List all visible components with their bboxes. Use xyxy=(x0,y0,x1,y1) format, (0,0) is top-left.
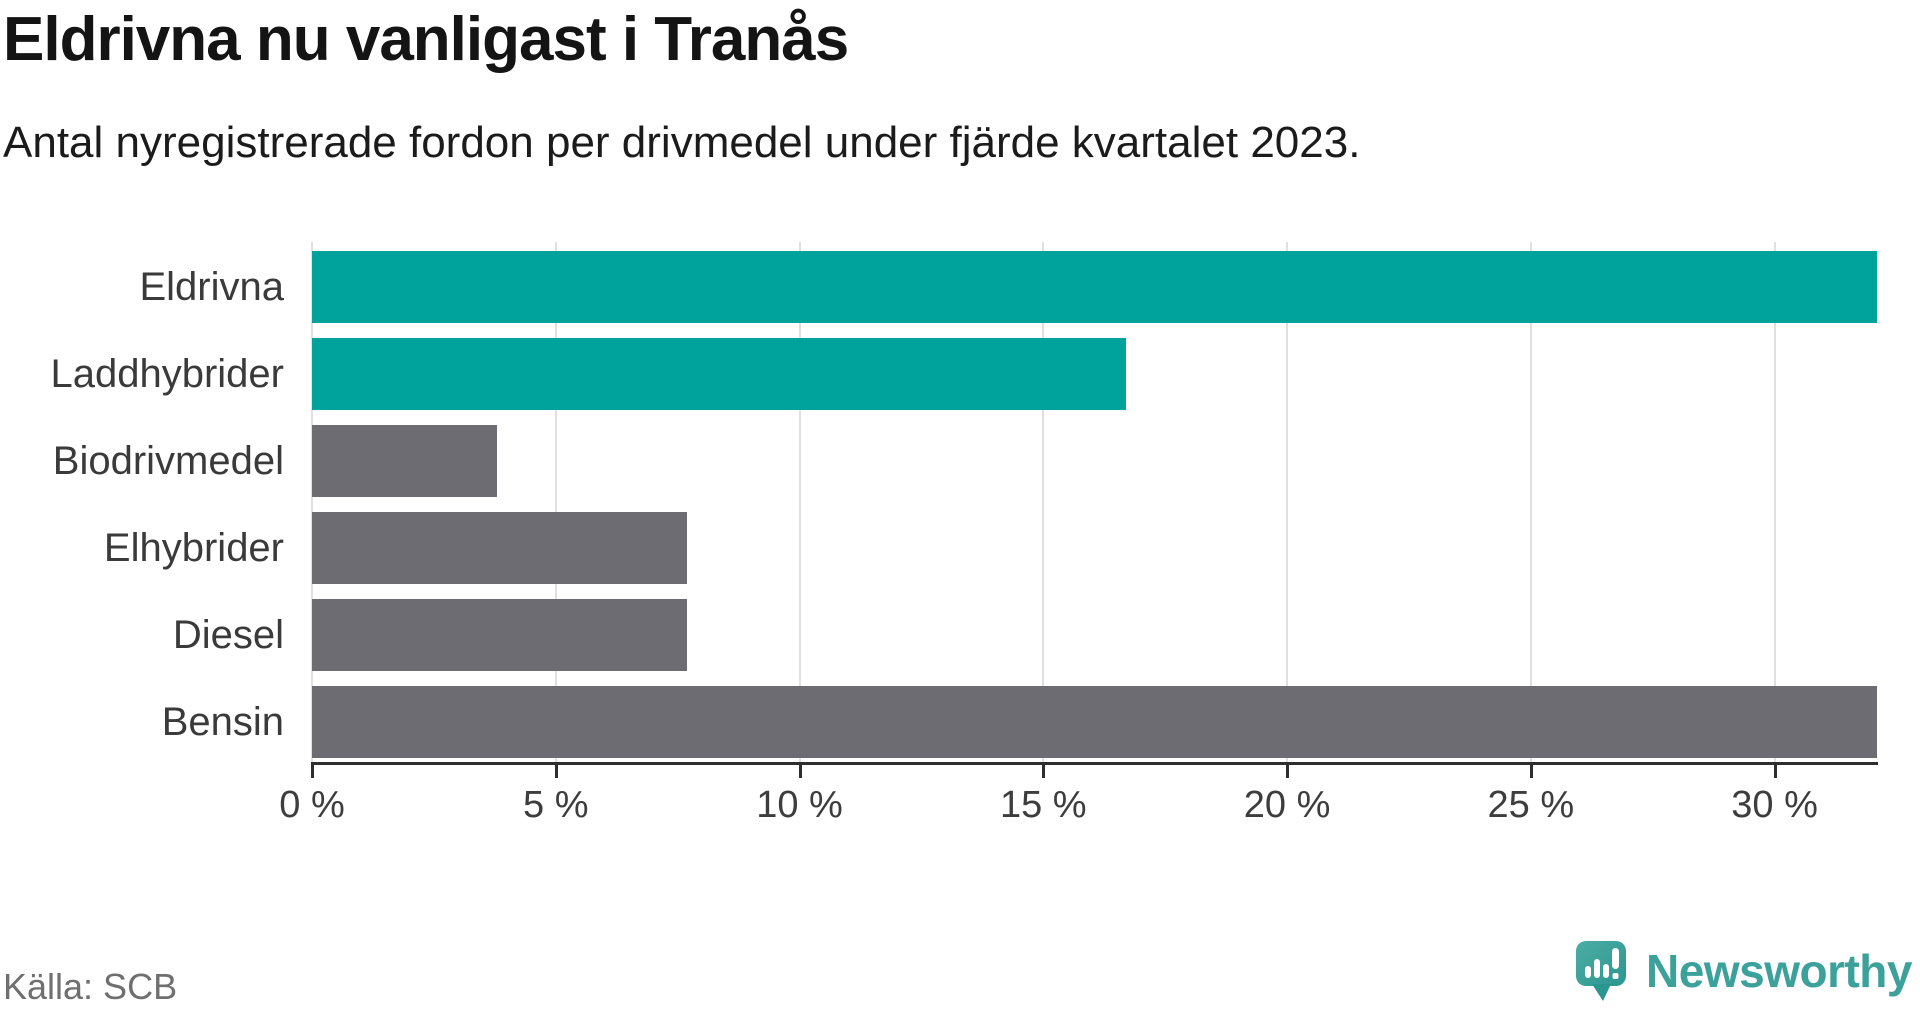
bar-label: Laddhybrider xyxy=(50,352,285,396)
bar xyxy=(312,251,1877,323)
gridline xyxy=(1042,242,1045,762)
axis-tick xyxy=(1529,765,1533,778)
bar-label: Bensin xyxy=(161,700,284,744)
axis-tick-label: 30 % xyxy=(1731,784,1818,826)
newsworthy-wordmark: Newsworthy xyxy=(1646,945,1912,997)
bar xyxy=(312,338,1126,410)
gridline xyxy=(311,242,313,762)
gridline xyxy=(554,242,557,762)
gridline xyxy=(1286,242,1289,762)
axis-tick-label: 20 % xyxy=(1243,784,1331,826)
axis-tick-label: 15 % xyxy=(999,784,1087,826)
bar xyxy=(312,686,1877,758)
bar xyxy=(312,425,497,497)
chart-title: Eldrivna nu vanligast i Tranås xyxy=(3,5,849,74)
chart-subtitle: Antal nyregistrerade fordon per drivmede… xyxy=(3,118,1361,167)
bar xyxy=(312,512,687,584)
source-note: Källa: SCB xyxy=(3,966,178,1007)
axis-tick xyxy=(554,765,558,778)
newsworthy-logo: Newsworthy xyxy=(1575,940,1912,1002)
axis-tick xyxy=(1773,765,1777,778)
newsworthy-pin-icon xyxy=(1576,941,1627,1001)
bar-label: Diesel xyxy=(172,613,284,657)
axis-tick-label: 0 % xyxy=(279,784,345,826)
axis-tick xyxy=(311,765,314,778)
x-axis-line xyxy=(311,762,1878,765)
axis-tick xyxy=(1042,765,1046,778)
gridline xyxy=(1773,242,1776,762)
axis-tick xyxy=(798,765,802,778)
bar-label: Eldrivna xyxy=(139,265,284,309)
gridline xyxy=(1529,242,1532,762)
gridline xyxy=(798,242,801,762)
axis-tick-label: 5 % xyxy=(523,784,589,826)
bar xyxy=(312,599,687,671)
axis-tick-label: 25 % xyxy=(1487,784,1575,826)
axis-tick xyxy=(1286,765,1290,778)
axis-tick-label: 10 % xyxy=(756,784,843,826)
bar-label: Biodrivmedel xyxy=(52,439,284,483)
bar-label: Elhybrider xyxy=(103,526,284,570)
